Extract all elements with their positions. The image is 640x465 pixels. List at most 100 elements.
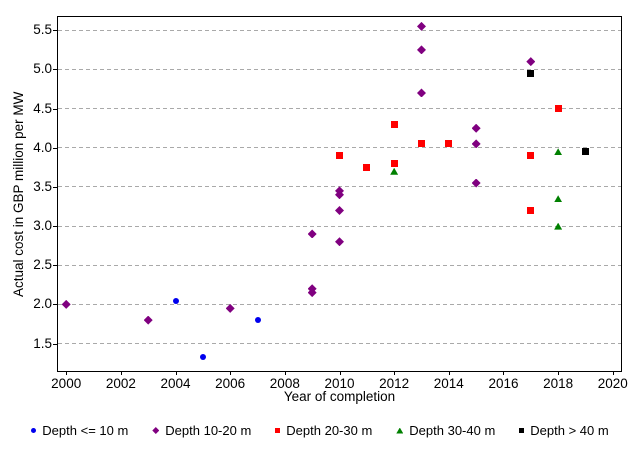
data-point xyxy=(335,205,344,215)
data-point xyxy=(199,353,206,360)
data-point xyxy=(363,163,371,171)
y-tick-label: 2.0 xyxy=(33,296,52,312)
legend-item: Depth <= 10 m xyxy=(31,423,128,438)
legend: Depth <= 10 m Depth 10-20 m Depth 20-30 m D… xyxy=(0,423,640,438)
data-point xyxy=(416,45,426,55)
y-tick xyxy=(53,147,57,149)
legend-label: Depth <= 10 m xyxy=(42,423,129,438)
x-tick-label: 2016 xyxy=(488,376,519,391)
x-tick xyxy=(66,371,68,375)
data-point xyxy=(471,123,481,133)
data-point xyxy=(417,140,425,148)
data-point xyxy=(445,140,453,148)
x-tick xyxy=(230,371,232,375)
y-tick-label: 1.5 xyxy=(33,335,52,351)
gridline xyxy=(58,303,621,305)
legend-item: Depth 10-20 m xyxy=(152,423,251,438)
square-legend-icon xyxy=(275,428,281,433)
data-point xyxy=(335,237,344,247)
x-tick-label: 2010 xyxy=(324,376,355,391)
x-tick-label: 2002 xyxy=(105,376,136,391)
x-tick xyxy=(284,371,286,375)
y-tick xyxy=(53,30,57,32)
x-tick-label: 2018 xyxy=(543,376,574,391)
data-point xyxy=(471,139,481,149)
legend-label: Depth 10-20 m xyxy=(165,423,252,438)
data-point xyxy=(143,315,153,325)
data-point xyxy=(527,152,535,160)
gridline xyxy=(58,29,621,31)
data-point xyxy=(554,148,563,156)
y-tick xyxy=(53,108,57,110)
x-tick xyxy=(175,371,177,375)
data-point xyxy=(336,152,343,160)
data-point xyxy=(390,120,398,128)
y-tick-label: 5.5 xyxy=(33,22,52,38)
y-tick-label: 5.0 xyxy=(33,61,52,77)
data-point xyxy=(61,299,71,309)
y-tick-label: 4.5 xyxy=(33,100,52,116)
y-tick xyxy=(53,304,57,306)
data-point xyxy=(526,57,536,67)
y-tick-label: 4.0 xyxy=(33,139,52,155)
x-tick xyxy=(394,371,396,375)
x-tick xyxy=(339,371,341,375)
data-point xyxy=(416,88,426,98)
x-axis-title: Year of completion xyxy=(283,389,396,404)
y-tick xyxy=(53,343,57,345)
x-tick-label: 2020 xyxy=(597,376,628,391)
data-point xyxy=(554,195,563,203)
data-point xyxy=(554,222,563,230)
triangle-legend-icon xyxy=(396,427,404,434)
y-tick-label: 3.5 xyxy=(33,178,52,194)
data-point xyxy=(307,229,317,239)
y-tick xyxy=(53,69,57,71)
x-tick-label: 2012 xyxy=(379,376,410,391)
y-tick xyxy=(53,226,57,228)
x-tick-label: 2000 xyxy=(51,376,82,391)
gridline xyxy=(58,343,621,345)
x-tick xyxy=(558,371,560,375)
plot-area: 1.5 2.0 2.5 3.0 3.5 4.0 4.5 5.0 5.5 2000 2002 2004 2… xyxy=(33,16,628,391)
gridline xyxy=(58,108,621,110)
data-point xyxy=(527,206,535,214)
gridline xyxy=(58,147,621,149)
data-point xyxy=(172,297,179,304)
data-point xyxy=(581,148,589,156)
data-point xyxy=(416,21,426,31)
x-tick xyxy=(120,371,122,375)
data-point xyxy=(471,178,481,188)
legend-item: Depth 30-40 m xyxy=(396,423,495,438)
x-tick-label: 2008 xyxy=(269,376,300,391)
x-tick-label: 2006 xyxy=(215,376,246,391)
diamond-legend-icon xyxy=(152,427,160,434)
data-point xyxy=(307,288,317,298)
legend-item: Depth > 40 m xyxy=(519,423,609,438)
data-point xyxy=(335,190,344,200)
data-point xyxy=(225,303,235,313)
circle-legend-icon xyxy=(31,428,37,433)
gridline xyxy=(58,264,621,266)
data-point xyxy=(390,159,398,167)
y-tick xyxy=(53,265,57,267)
y-tick xyxy=(53,186,57,188)
gridline xyxy=(58,68,621,70)
x-tick-label: 2004 xyxy=(160,376,191,391)
x-tick xyxy=(503,371,505,375)
data-point xyxy=(554,105,562,113)
legend-label: Depth 20-30 m xyxy=(286,423,373,438)
legend-item: Depth 20-30 m xyxy=(275,423,372,438)
data-point xyxy=(390,167,399,175)
x-tick xyxy=(612,371,614,375)
square-legend-icon xyxy=(519,428,525,433)
legend-label: Depth 30-40 m xyxy=(409,423,496,438)
x-tick xyxy=(448,371,450,375)
x-tick-label: 2014 xyxy=(433,376,464,391)
legend-label: Depth > 40 m xyxy=(530,423,609,438)
gridline xyxy=(58,225,621,227)
data-point xyxy=(254,317,261,324)
y-tick-label: 3.0 xyxy=(33,218,52,234)
data-point xyxy=(527,69,535,77)
y-tick-label: 2.5 xyxy=(33,257,52,273)
